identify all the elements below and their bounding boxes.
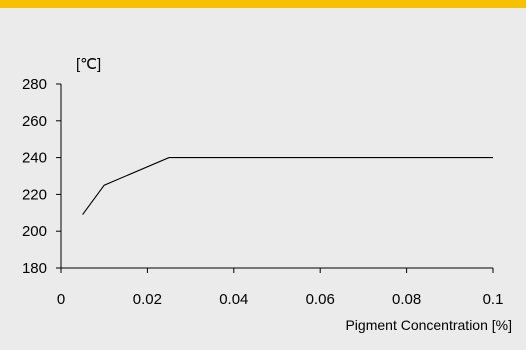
y-tick-label-5: 280 bbox=[22, 76, 47, 93]
x-tick-label-0: 0 bbox=[57, 291, 65, 308]
accent-bar bbox=[0, 0, 526, 8]
y-axis-unit-label: [℃] bbox=[76, 56, 101, 73]
x-tick-label-5: 0.1 bbox=[483, 291, 504, 308]
y-tick-label-2: 220 bbox=[22, 186, 47, 203]
y-tick-label-0: 180 bbox=[22, 260, 47, 277]
x-tick-label-2: 0.04 bbox=[219, 291, 248, 308]
y-tick-label-1: 200 bbox=[22, 223, 47, 240]
x-tick-label-1: 0.02 bbox=[133, 291, 162, 308]
x-tick-label-3: 0.06 bbox=[306, 291, 335, 308]
y-tick-label-3: 240 bbox=[22, 150, 47, 167]
x-axis-title: Pigment Concentration [%] bbox=[345, 317, 512, 333]
series-line-0 bbox=[82, 157, 493, 215]
x-tick-label-4: 0.08 bbox=[392, 291, 421, 308]
y-tick-label-4: 260 bbox=[22, 113, 47, 130]
